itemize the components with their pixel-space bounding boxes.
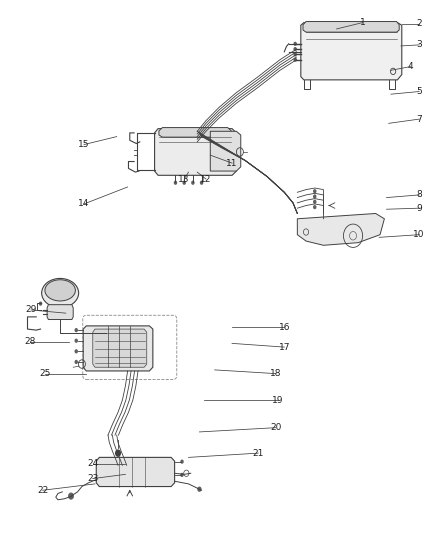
Polygon shape: [96, 457, 175, 487]
Circle shape: [197, 487, 201, 492]
Circle shape: [39, 302, 42, 306]
Circle shape: [191, 181, 194, 185]
Circle shape: [293, 42, 297, 46]
Text: 21: 21: [252, 449, 264, 458]
Text: 28: 28: [24, 337, 35, 346]
Circle shape: [183, 181, 186, 185]
Circle shape: [174, 181, 177, 185]
Circle shape: [180, 459, 184, 464]
Text: 10: 10: [413, 230, 425, 239]
Polygon shape: [301, 22, 402, 80]
Text: 15: 15: [78, 140, 90, 149]
Text: 7: 7: [417, 115, 422, 124]
Polygon shape: [303, 21, 399, 32]
Circle shape: [68, 493, 74, 499]
Text: 2: 2: [417, 19, 422, 28]
Polygon shape: [83, 326, 153, 371]
Text: 9: 9: [417, 204, 422, 213]
Circle shape: [293, 52, 297, 56]
Text: 8: 8: [417, 190, 422, 199]
Text: 5: 5: [417, 87, 422, 96]
Circle shape: [293, 47, 297, 51]
Polygon shape: [297, 214, 385, 245]
Circle shape: [180, 473, 184, 477]
Polygon shape: [155, 128, 237, 175]
Text: 4: 4: [408, 62, 413, 71]
Text: 14: 14: [78, 199, 90, 208]
Polygon shape: [210, 131, 241, 171]
Text: 17: 17: [279, 343, 290, 352]
Text: 29: 29: [25, 305, 37, 314]
Circle shape: [313, 189, 317, 193]
Polygon shape: [159, 127, 231, 137]
Circle shape: [313, 195, 317, 199]
Circle shape: [74, 349, 78, 353]
Text: 3: 3: [417, 41, 422, 50]
Text: 12: 12: [200, 174, 212, 183]
Circle shape: [313, 200, 317, 204]
Polygon shape: [93, 329, 147, 367]
Text: 18: 18: [270, 369, 281, 378]
Text: 24: 24: [87, 459, 99, 469]
Text: 22: 22: [37, 486, 48, 495]
Text: 25: 25: [39, 369, 51, 378]
Ellipse shape: [42, 278, 79, 308]
Text: 13: 13: [178, 174, 190, 183]
Polygon shape: [47, 305, 73, 319]
Text: 11: 11: [226, 159, 238, 167]
Circle shape: [313, 205, 317, 209]
Circle shape: [200, 181, 203, 185]
Circle shape: [74, 360, 78, 364]
Circle shape: [74, 338, 78, 343]
Text: 23: 23: [87, 474, 99, 483]
Text: 20: 20: [270, 423, 281, 432]
Text: 16: 16: [279, 323, 290, 332]
Text: 19: 19: [272, 395, 283, 405]
Ellipse shape: [45, 280, 75, 301]
Circle shape: [74, 328, 78, 332]
Text: 1: 1: [360, 18, 365, 27]
Circle shape: [293, 58, 297, 62]
Circle shape: [115, 449, 121, 457]
